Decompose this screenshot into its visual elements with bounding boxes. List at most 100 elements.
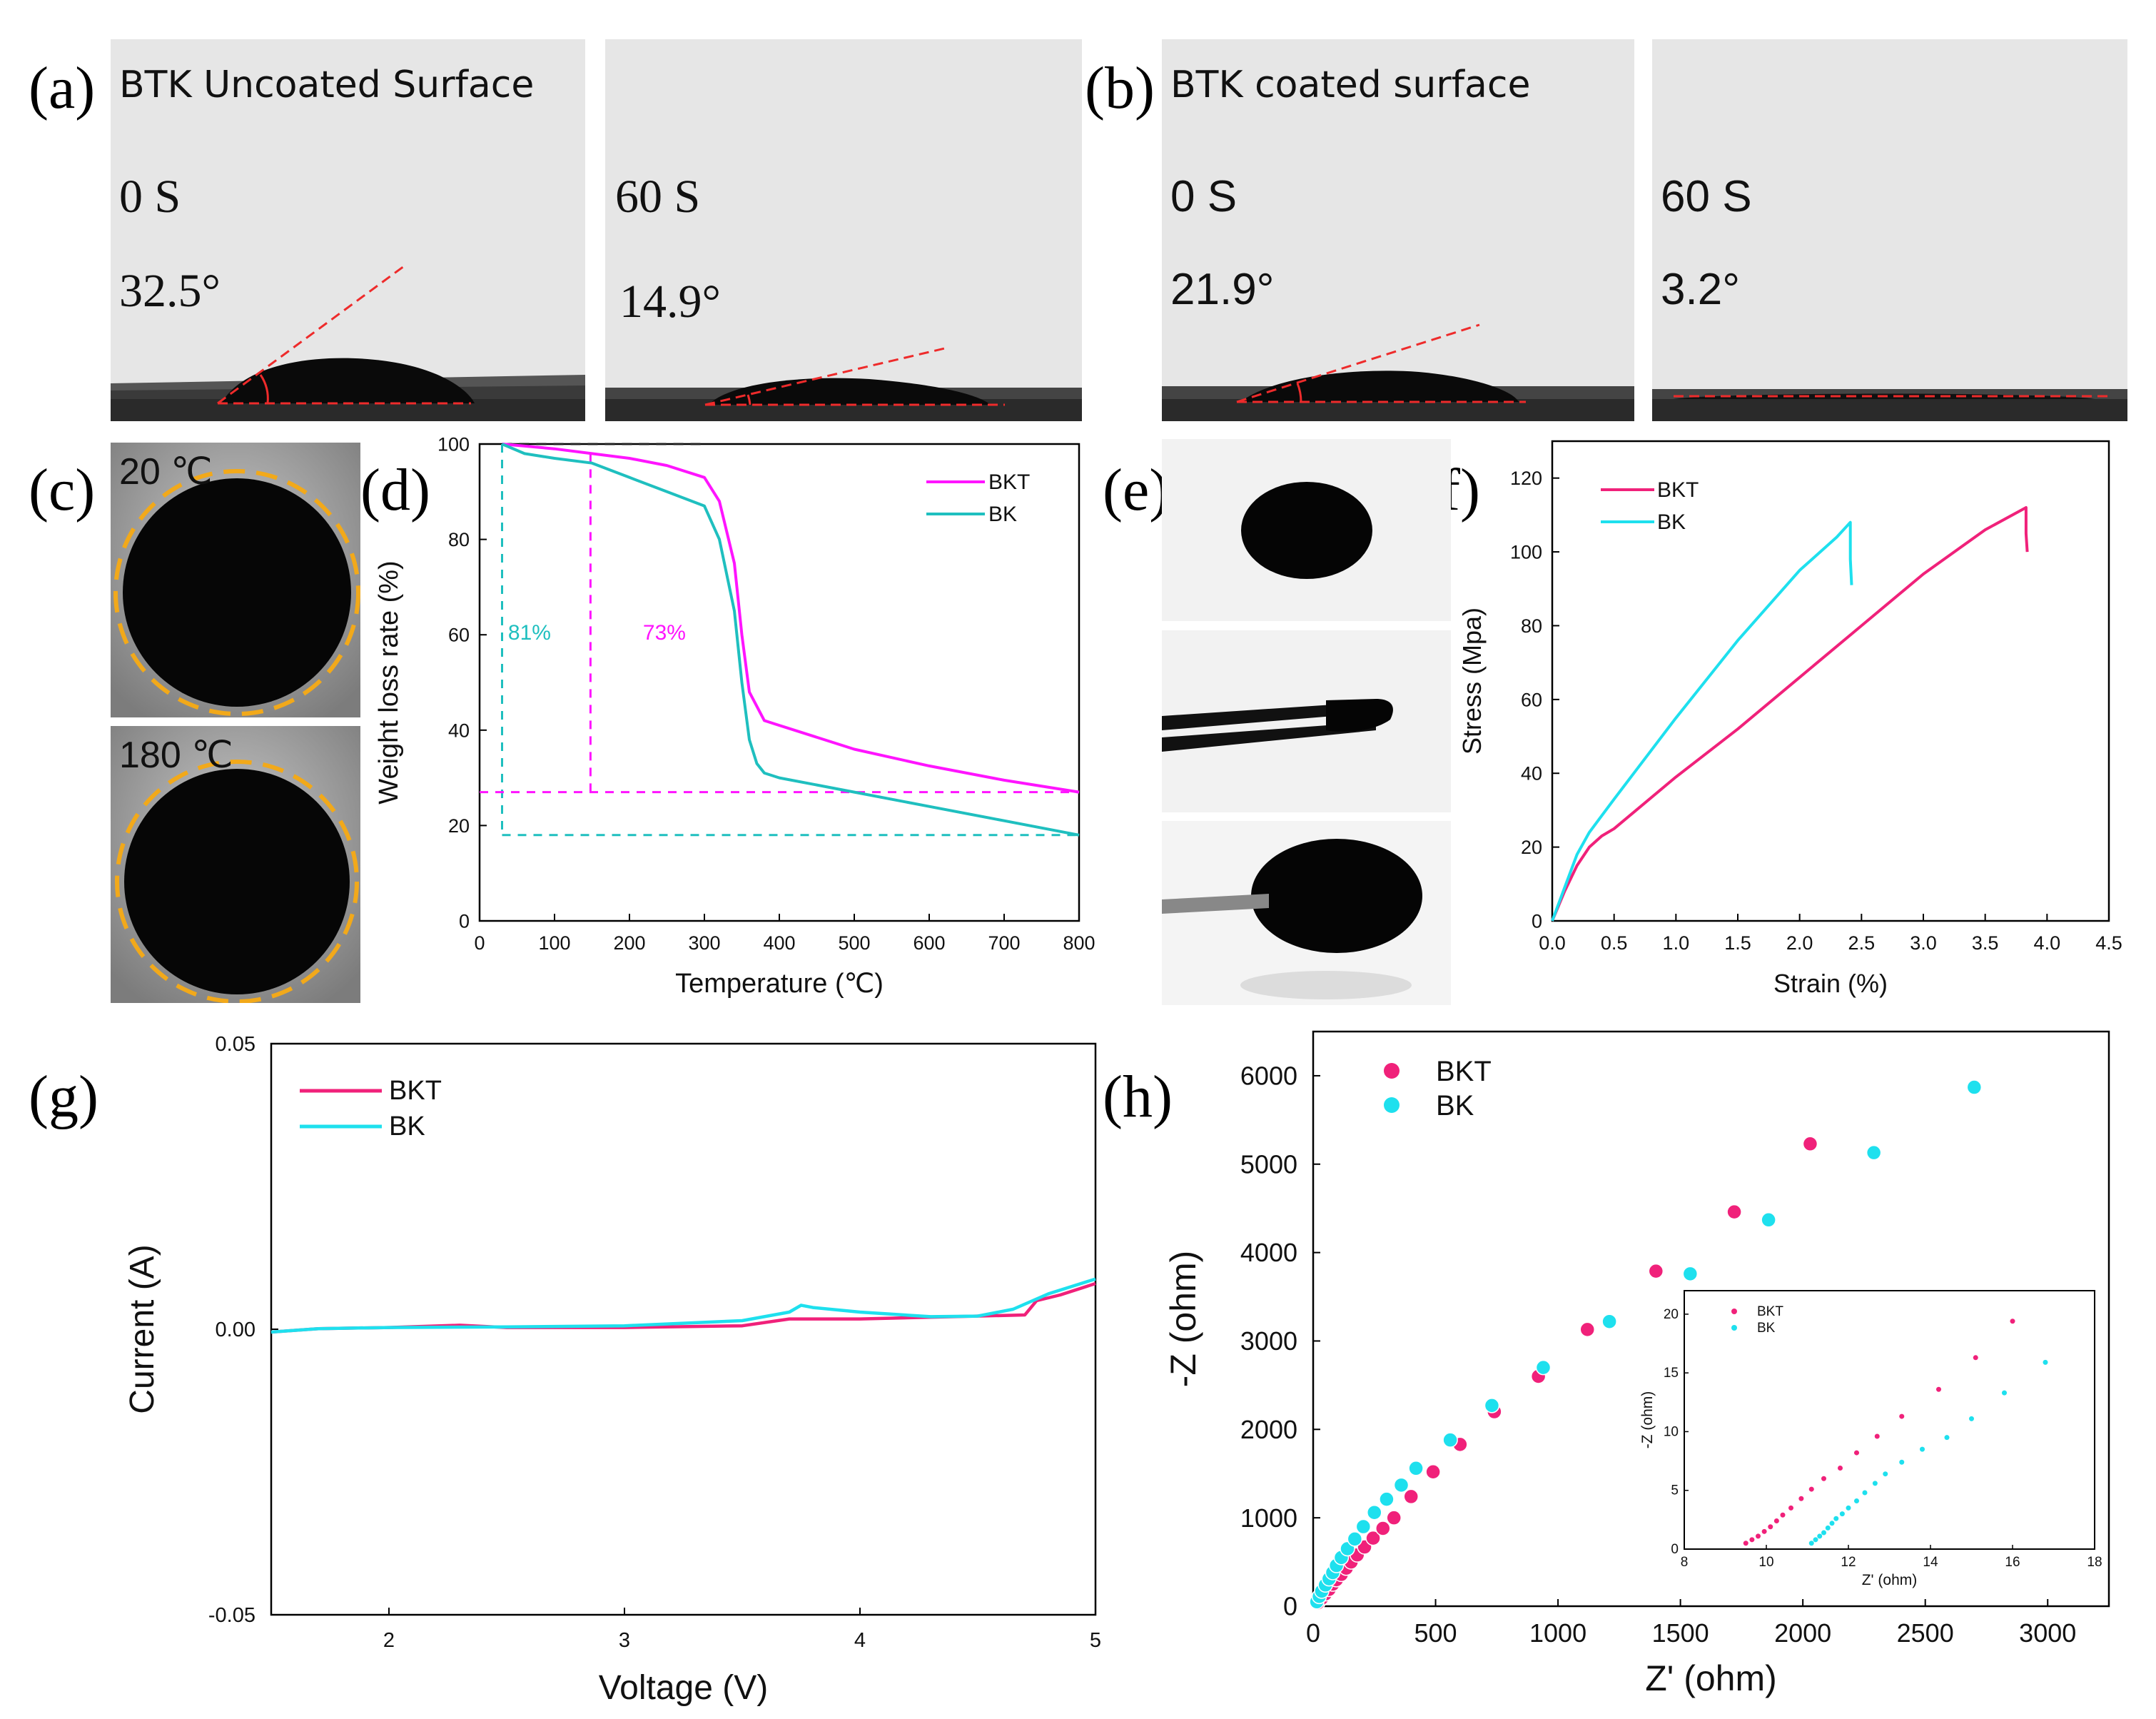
inset-point-bkt: [1973, 1355, 1978, 1361]
data-point-bk: [1442, 1432, 1458, 1448]
y-tick-label: 80: [448, 529, 470, 550]
y-tick-label: 0.00: [216, 1319, 255, 1341]
x-axis-title: Strain (%): [1773, 969, 1888, 998]
panel-label-d: (d): [360, 457, 430, 523]
y-tick-label: 0: [459, 910, 470, 932]
series-line-bk: [501, 443, 1080, 837]
inset-legend-marker-bk: [1731, 1325, 1737, 1331]
y-tick-label: 0: [1532, 910, 1542, 932]
time-label: 0 S: [1170, 172, 1238, 221]
inset-point-bkt: [1768, 1524, 1773, 1530]
data-point-bkt: [1726, 1204, 1742, 1220]
inset-point-bk: [1825, 1525, 1831, 1531]
inset-x-tick-label: 16: [2005, 1555, 2020, 1570]
data-point-bk: [1355, 1518, 1372, 1535]
y-axis-title: Current (A): [123, 1244, 161, 1413]
series-line-bkt: [1551, 506, 2029, 922]
inset-point-bk: [1969, 1416, 1974, 1421]
inset-x-axis-title: Z' (ohm): [1862, 1572, 1918, 1588]
x-tick-label: 1500: [1652, 1618, 1709, 1648]
inset-point-bk: [1829, 1521, 1835, 1526]
inset-x-tick-label: 12: [1841, 1555, 1856, 1570]
data-point-bkt: [1579, 1321, 1595, 1338]
legend-label-bkt: BKT: [1657, 478, 1699, 502]
y-tick-label: 2000: [1240, 1415, 1297, 1444]
data-point-bkt: [1386, 1510, 1402, 1526]
x-axis-title: Temperature (℃): [675, 969, 884, 999]
contact-angle-photo-uncoated-0s: BTK Uncoated Surface 0 S 32.5°: [111, 39, 585, 421]
inset-legend-label-bkt: BKT: [1757, 1304, 1783, 1319]
inset-point-bkt: [1773, 1518, 1779, 1524]
data-point-bkt: [1375, 1521, 1391, 1536]
y-tick-label: 3000: [1240, 1326, 1297, 1356]
inset-point-bk: [1872, 1481, 1878, 1486]
flexibility-photo-held: [1162, 821, 1451, 1005]
x-tick-label: 4: [854, 1629, 866, 1652]
inset-point-bk: [1817, 1533, 1823, 1539]
inset-y-tick-label: 10: [1664, 1424, 1679, 1439]
inset-point-bk: [1808, 1541, 1814, 1546]
inset-point-bk: [2002, 1390, 2007, 1396]
data-point-bk: [1379, 1491, 1395, 1507]
inset-point-bkt: [1874, 1433, 1880, 1439]
contact-angle-value: 21.9°: [1170, 265, 1275, 314]
legend-label-bkt: BKT: [1436, 1056, 1492, 1087]
x-tick-label: 0: [1306, 1618, 1320, 1648]
legend-marker-bk: [1384, 1097, 1400, 1113]
y-tick-label: 40: [1521, 763, 1542, 785]
legend-label-bk: BK: [1436, 1090, 1474, 1121]
x-tick-label: 2500: [1897, 1618, 1954, 1648]
caption-uncoated: BTK Uncoated Surface: [119, 64, 535, 106]
x-tick-label: 0.0: [1539, 932, 1566, 954]
legend-label-bk: BK: [389, 1111, 425, 1141]
legend-label-bkt: BKT: [988, 470, 1030, 494]
panel-label-c: (c): [29, 457, 96, 523]
inset-y-tick-label: 0: [1671, 1542, 1679, 1557]
inset-point-bkt: [1756, 1533, 1761, 1539]
temperature-label: 20 ℃: [119, 451, 213, 493]
x-tick-label: 2.5: [1848, 932, 1876, 954]
inset-point-bkt: [1808, 1486, 1814, 1492]
y-tick-label: 20: [1521, 837, 1542, 858]
x-tick-label: 3.5: [1972, 932, 1999, 954]
data-point-bk: [1761, 1212, 1776, 1228]
inset-point-bk: [1862, 1490, 1868, 1496]
y-axis-title: Weight loss rate (%): [374, 560, 404, 804]
annotation-81: 81%: [508, 621, 551, 645]
contact-angle-value: 32.5°: [119, 265, 221, 317]
x-tick-label: 3: [619, 1629, 630, 1652]
x-tick-label: 5: [1090, 1629, 1101, 1652]
time-label: 60 S: [1661, 172, 1752, 221]
x-tick-label: 3000: [2019, 1618, 2076, 1648]
inset-x-tick-label: 10: [1758, 1555, 1773, 1570]
x-tick-label: 200: [613, 932, 645, 954]
inset-y-tick-label: 5: [1671, 1483, 1679, 1498]
legend-label-bk: BK: [988, 503, 1017, 526]
inset-point-bkt: [1749, 1537, 1755, 1543]
x-tick-label: 300: [688, 932, 720, 954]
inset-point-bkt: [1788, 1505, 1793, 1511]
x-tick-label: 100: [538, 932, 570, 954]
inset-point-bk: [1839, 1511, 1845, 1517]
panel-label-g: (g): [29, 1064, 98, 1130]
x-tick-label: 800: [1063, 932, 1095, 954]
inset-y-tick-label: 15: [1664, 1366, 1679, 1381]
caption-coated: BTK coated surface: [1170, 64, 1531, 106]
legend-marker-bkt: [1384, 1063, 1400, 1079]
y-tick-label: 6000: [1240, 1062, 1297, 1091]
y-axis-title: -Z (ohm): [1163, 1251, 1203, 1388]
inset-point-bk: [2043, 1359, 2048, 1365]
y-tick-label: 60: [448, 625, 470, 646]
inset-point-bkt: [1743, 1541, 1748, 1546]
plot-frame: [1312, 1030, 2110, 1608]
data-point-bk: [1682, 1266, 1699, 1282]
inset-x-tick-label: 14: [1923, 1555, 1938, 1570]
y-tick-label: 100: [437, 433, 470, 455]
inset-point-bk: [1899, 1459, 1905, 1465]
data-point-bkt: [1648, 1263, 1664, 1279]
x-tick-label: 2: [383, 1629, 395, 1652]
data-point-bk: [1347, 1531, 1363, 1547]
panel-label-a: (a): [29, 55, 96, 121]
data-point-bk: [1393, 1477, 1410, 1493]
inset-point-bk: [1846, 1505, 1851, 1511]
